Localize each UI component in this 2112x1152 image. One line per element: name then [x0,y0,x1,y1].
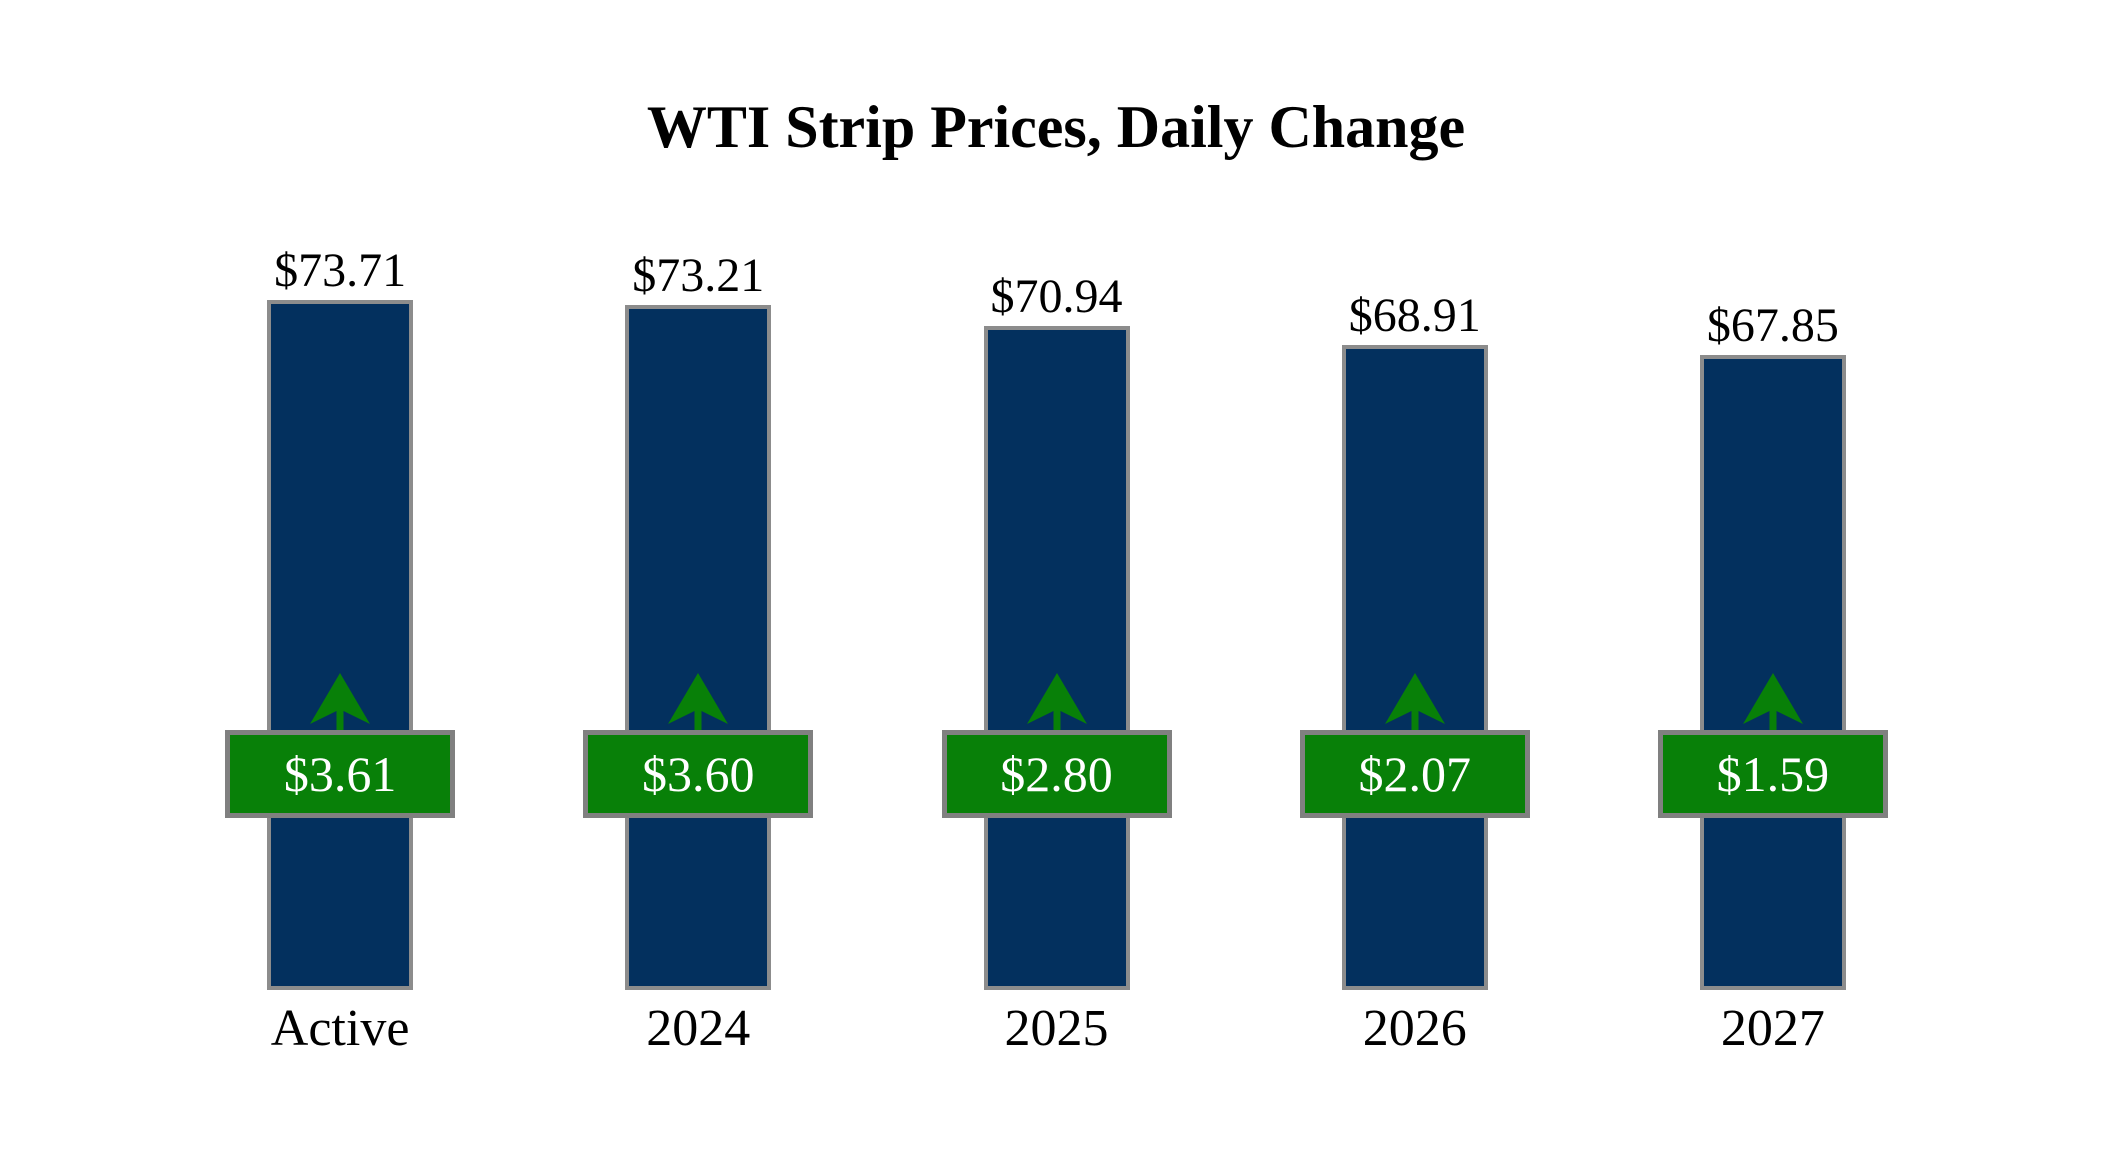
up-arrow-icon [1026,673,1087,730]
category-label: 2024 [646,1000,751,1057]
strip-price-bar [625,305,772,990]
category-label: 2025 [1004,1000,1109,1057]
strip-price-bar [1341,345,1488,990]
up-arrow-icon [1384,673,1445,730]
bar-column: $73.21 $3.60 2024 [519,0,877,1152]
price-label: $73.21 [632,249,765,303]
bar-column: $67.85 $1.59 2027 [1594,0,1952,1152]
bars-area: $73.71 $3.61 Active $73.21 $3.60 2024 $7… [161,0,1952,1152]
bar-column: $73.71 $3.61 Active [161,0,519,1152]
daily-change-badge: $3.61 [225,730,456,818]
daily-change-label: $2.80 [1000,746,1113,802]
up-arrow-icon [668,673,729,730]
daily-change-badge: $3.60 [583,730,814,818]
bar-column: $68.91 $2.07 2026 [1236,0,1594,1152]
daily-change-label: $2.07 [1358,746,1471,802]
daily-change-badge: $2.80 [941,730,1172,818]
price-label: $67.85 [1706,299,1839,353]
chart-title: WTI Strip Prices, Daily Change [646,94,1466,160]
price-label: $70.94 [990,270,1123,324]
daily-change-badge: $2.07 [1299,730,1530,818]
strip-price-bar [267,300,414,990]
strip-price-bar [1699,355,1846,990]
strip-price-bar [983,326,1130,990]
category-label: Active [270,1000,410,1057]
price-label: $68.91 [1348,289,1481,343]
category-label: 2026 [1362,1000,1467,1057]
category-label: 2027 [1720,1000,1825,1057]
up-arrow-icon [310,673,371,730]
price-label: $73.71 [274,244,407,298]
daily-change-badge: $1.59 [1657,730,1888,818]
up-arrow-icon [1742,673,1803,730]
daily-change-label: $1.59 [1716,746,1830,802]
daily-change-label: $3.60 [642,746,755,802]
daily-change-label: $3.61 [283,746,397,802]
bar-column: $70.94 $2.80 2025 [877,0,1235,1152]
